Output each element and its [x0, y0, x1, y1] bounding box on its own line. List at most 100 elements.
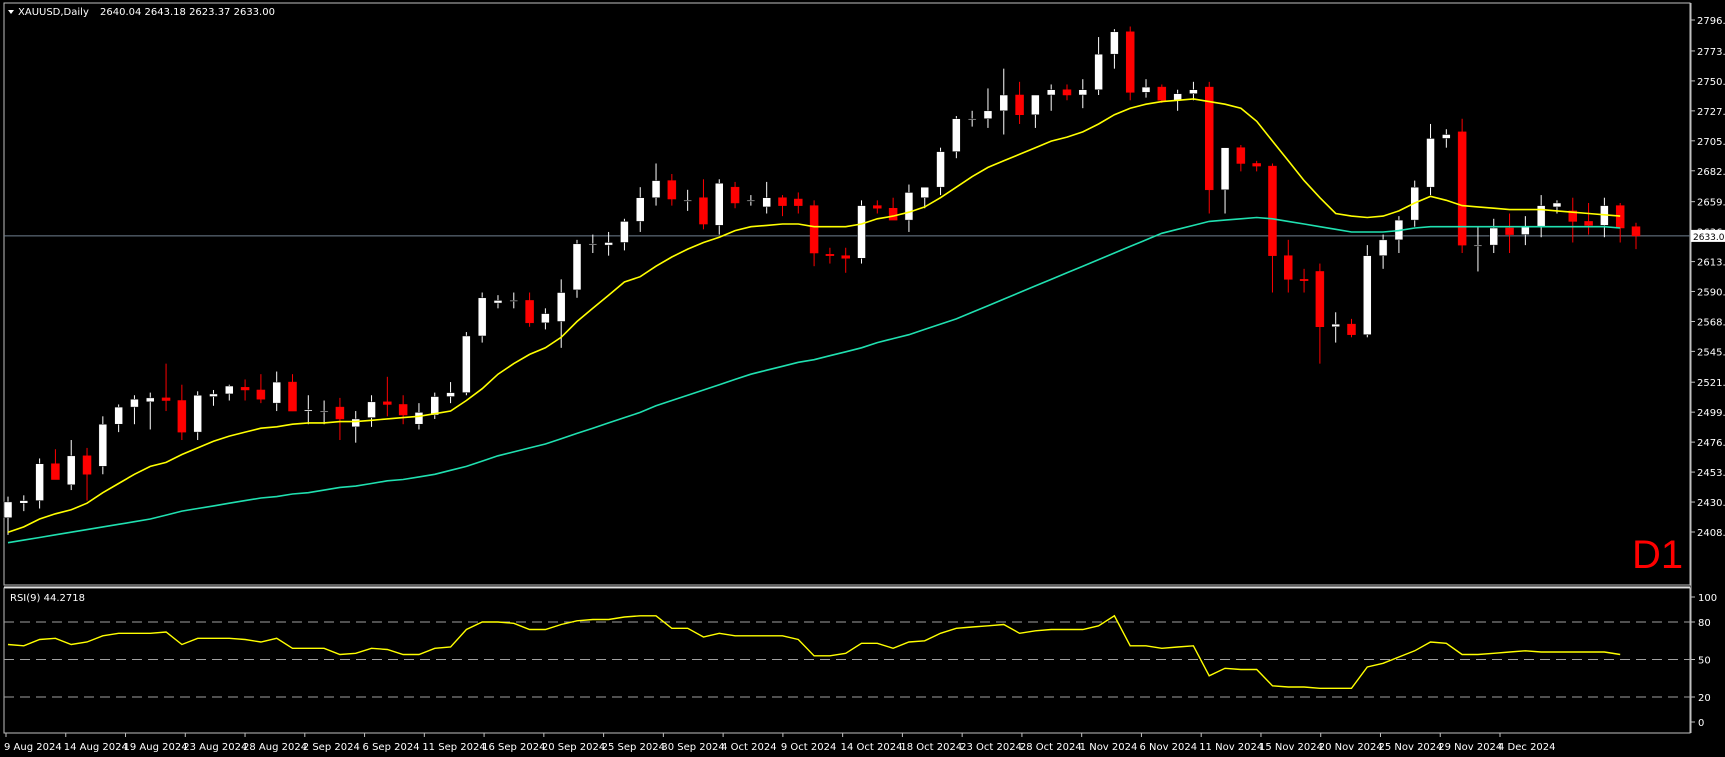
candle [1394, 216, 1404, 254]
candle-body [209, 393, 218, 397]
time-label: 23 Oct 2024 [960, 742, 1022, 753]
candle [604, 231, 613, 256]
candle-body [193, 394, 202, 433]
candle-body [161, 397, 171, 401]
candle [1426, 123, 1435, 196]
price-label: 2430.90 [1697, 498, 1725, 509]
candle [1094, 37, 1103, 95]
price-label: 2682.45 [1697, 167, 1725, 178]
candle [904, 184, 914, 232]
candle [1204, 81, 1214, 214]
candle [1615, 202, 1625, 243]
candle [193, 391, 202, 441]
candle [1568, 197, 1578, 243]
price-axis: 2796.95 2773.45 2750.70 2727.95 2705.20 2682.… [4, 16, 1725, 539]
candle [1347, 318, 1356, 338]
candle-body [66, 455, 76, 486]
candle-body [446, 392, 455, 397]
time-label: 2 Sep 2024 [303, 742, 360, 753]
rsi-scale-label: 80 [1698, 618, 1711, 629]
ma-fast-line [7, 98, 1621, 533]
candle [841, 247, 850, 273]
candle-body [873, 205, 882, 209]
price-label: 2476.40 [1697, 438, 1725, 449]
candle [857, 200, 866, 264]
rsi-label: RSI(9) 44.2718 [10, 593, 85, 604]
candle [51, 449, 60, 480]
rsi-panel-frame [3, 587, 1691, 734]
time-label: 6 Sep 2024 [363, 742, 420, 753]
candle-body [620, 221, 629, 243]
candle [746, 195, 756, 206]
candle-body [98, 423, 108, 467]
candle [1015, 81, 1024, 124]
candle [82, 447, 92, 501]
chart-menu-triangle-icon[interactable] [8, 10, 14, 14]
rsi-scale-label: 50 [1698, 656, 1711, 667]
candle-body [35, 463, 44, 501]
moving-averages [7, 98, 1621, 544]
candle-body [383, 401, 392, 405]
rsi-line [7, 614, 1621, 689]
candle-body [1489, 227, 1498, 246]
price-label: 2750.70 [1697, 77, 1725, 88]
candle-body [1125, 31, 1135, 93]
candle-body [667, 180, 677, 200]
candle-body [477, 297, 487, 337]
time-label: 30 Sep 2024 [661, 742, 724, 753]
candle [66, 440, 76, 491]
candle [240, 379, 250, 401]
candle [1125, 26, 1135, 101]
candle-body [1236, 147, 1246, 164]
candle [335, 397, 345, 441]
candle-body [999, 94, 1009, 112]
candle-body [699, 197, 708, 225]
candle-body [588, 243, 598, 246]
candle-body [525, 300, 534, 324]
candle [367, 395, 376, 427]
candle-body [1426, 138, 1435, 188]
candle [114, 404, 123, 433]
candle-body [1062, 89, 1072, 96]
candle-body [1457, 131, 1467, 246]
candle-body [509, 300, 519, 302]
candle [1315, 263, 1325, 364]
candle-body [3, 501, 13, 518]
candle [1268, 163, 1277, 293]
candle-body [1268, 165, 1277, 256]
price-label: 2773.45 [1697, 47, 1725, 58]
candle [825, 247, 835, 264]
candle-body [430, 396, 440, 416]
symbol-timeframe-label: XAUUSD,Daily [18, 7, 89, 18]
candle [1505, 213, 1514, 254]
candle-body [967, 118, 977, 120]
candle [1031, 94, 1040, 128]
price-label: 2408.15 [1697, 528, 1725, 539]
price-label: 2521.90 [1697, 378, 1725, 389]
candle-body [1094, 53, 1103, 90]
candle-body [683, 200, 692, 202]
candle [1536, 195, 1546, 238]
price-label: 2545.30 [1697, 347, 1725, 358]
price-label: 2796.95 [1697, 16, 1725, 27]
candle [888, 197, 898, 221]
candle-body [762, 197, 771, 208]
candle-body [1015, 94, 1024, 115]
candle-body [493, 300, 503, 304]
candle [446, 382, 455, 404]
candle-body [51, 463, 60, 480]
candle [1363, 245, 1372, 338]
candle-body [272, 381, 281, 404]
candle [873, 200, 882, 214]
candle-body [146, 397, 155, 403]
candle [667, 174, 677, 206]
candle-body [1505, 227, 1514, 235]
candle-body [130, 398, 139, 408]
candle-body [82, 455, 92, 475]
time-label: 18 Oct 2024 [900, 742, 962, 753]
candle-body [1347, 323, 1356, 335]
candle-body [1299, 279, 1309, 281]
candle [177, 384, 187, 441]
candle-body [1315, 271, 1325, 328]
